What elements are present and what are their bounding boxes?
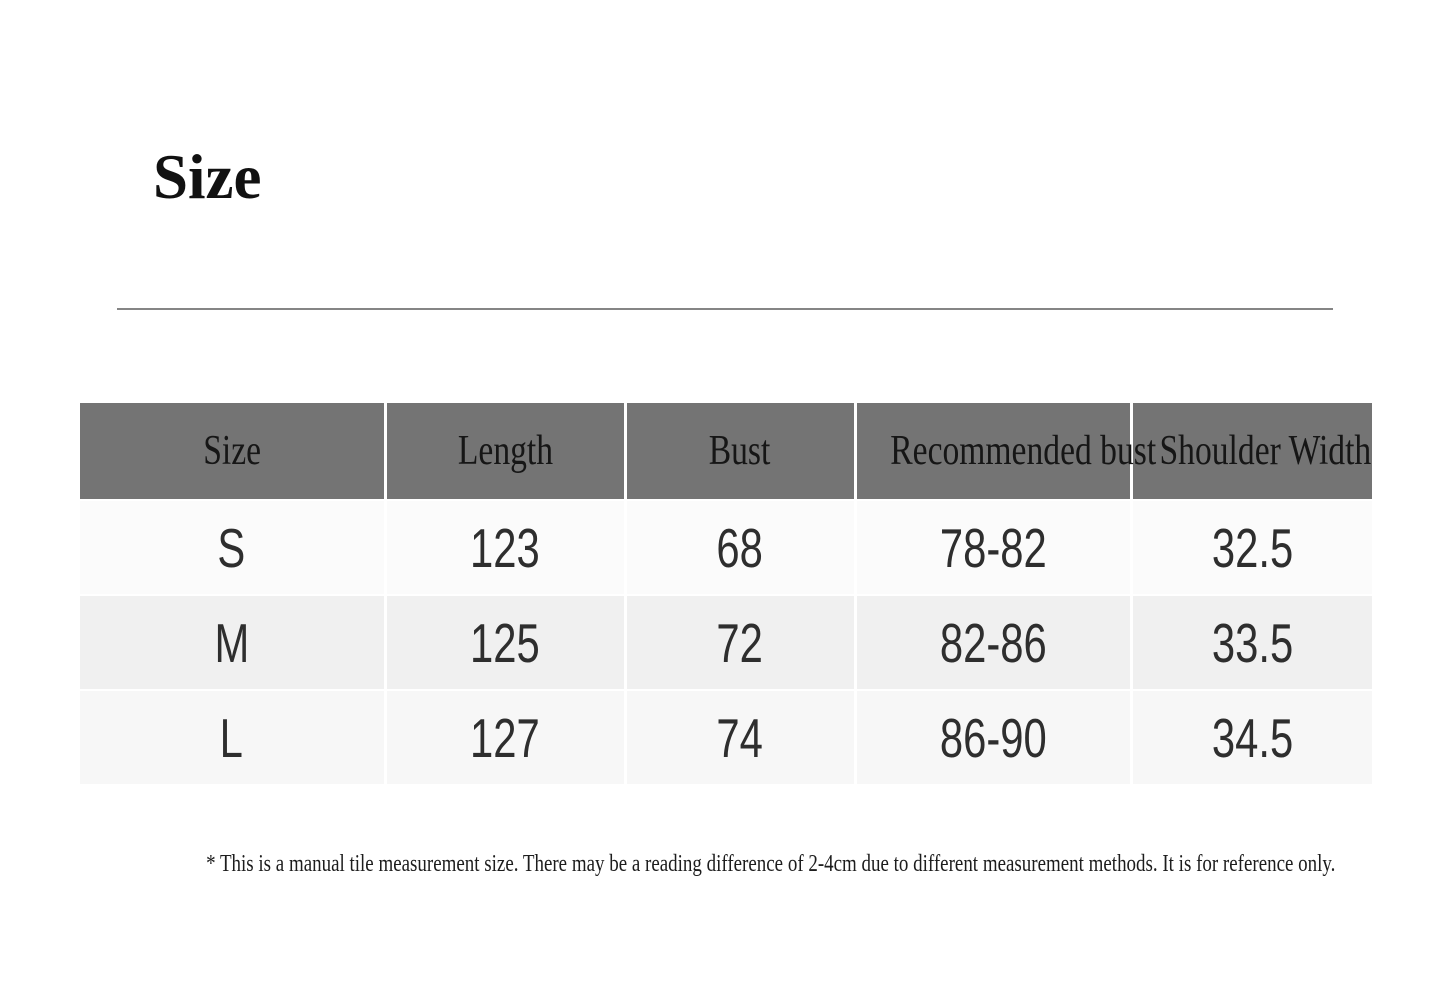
- cell-value: M: [214, 611, 250, 674]
- header-cell-shoulder-width: Shoulder Width: [1131, 403, 1372, 501]
- size-table: Size Length Bust Recommended bust Should…: [80, 403, 1372, 786]
- cell-size: M: [80, 595, 387, 691]
- cell-value: 72: [716, 611, 764, 674]
- cell-value: 123: [470, 516, 540, 579]
- cell-recommended-bust: 82-86: [855, 595, 1133, 691]
- table-row-s: S 123 68 78-82 32.5: [80, 500, 1372, 596]
- cell-value: 74: [716, 706, 764, 769]
- header-label-bust: Bust: [709, 428, 771, 474]
- cell-value: 33.5: [1211, 611, 1293, 674]
- cell-shoulder-width: 34.5: [1131, 690, 1372, 786]
- header-row: Size Length Bust Recommended bust Should…: [80, 403, 1372, 501]
- header-label-recommended-bust: Recommended bust: [889, 428, 1156, 474]
- cell-length: 123: [385, 500, 627, 596]
- cell-value: 125: [470, 611, 540, 674]
- cell-value: S: [217, 516, 246, 579]
- cell-value: 32.5: [1211, 516, 1293, 579]
- header-cell-bust: Bust: [625, 403, 857, 501]
- table-body: S 123 68 78-82 32.5 M 125 72 82-86 33.5 …: [80, 500, 1372, 786]
- cell-value: 78-82: [939, 516, 1047, 579]
- header-cell-size: Size: [80, 403, 387, 501]
- measurement-note-text: * This is a manual tile measurement size…: [206, 851, 1336, 877]
- cell-length: 127: [385, 690, 627, 786]
- title-divider: [117, 308, 1333, 310]
- cell-length: 125: [385, 595, 627, 691]
- cell-shoulder-width: 32.5: [1131, 500, 1372, 596]
- cell-value: 82-86: [939, 611, 1047, 674]
- cell-size: L: [80, 690, 387, 786]
- cell-recommended-bust: 86-90: [855, 690, 1133, 786]
- header-label-size: Size: [202, 428, 261, 474]
- cell-bust: 74: [625, 690, 857, 786]
- table-header: Size Length Bust Recommended bust Should…: [80, 403, 1372, 501]
- cell-value: 86-90: [939, 706, 1047, 769]
- cell-bust: 68: [625, 500, 857, 596]
- header-cell-recommended-bust: Recommended bust: [855, 403, 1156, 501]
- page-title: Size: [153, 142, 262, 212]
- header-cell-length: Length: [385, 403, 627, 501]
- header-label-shoulder-width: Shoulder Width: [1158, 428, 1371, 474]
- table-row-m: M 125 72 82-86 33.5: [80, 595, 1372, 691]
- cell-bust: 72: [625, 595, 857, 691]
- cell-recommended-bust: 78-82: [855, 500, 1133, 596]
- cell-size: S: [80, 500, 387, 596]
- table-row-l: L 127 74 86-90 34.5: [80, 690, 1372, 786]
- cell-value: 127: [470, 706, 540, 769]
- measurement-note: * This is a manual tile measurement size…: [56, 849, 1445, 879]
- cell-value: L: [220, 706, 244, 769]
- cell-value: 34.5: [1211, 706, 1293, 769]
- cell-shoulder-width: 33.5: [1131, 595, 1372, 691]
- cell-value: 68: [716, 516, 764, 579]
- header-label-length: Length: [457, 428, 553, 474]
